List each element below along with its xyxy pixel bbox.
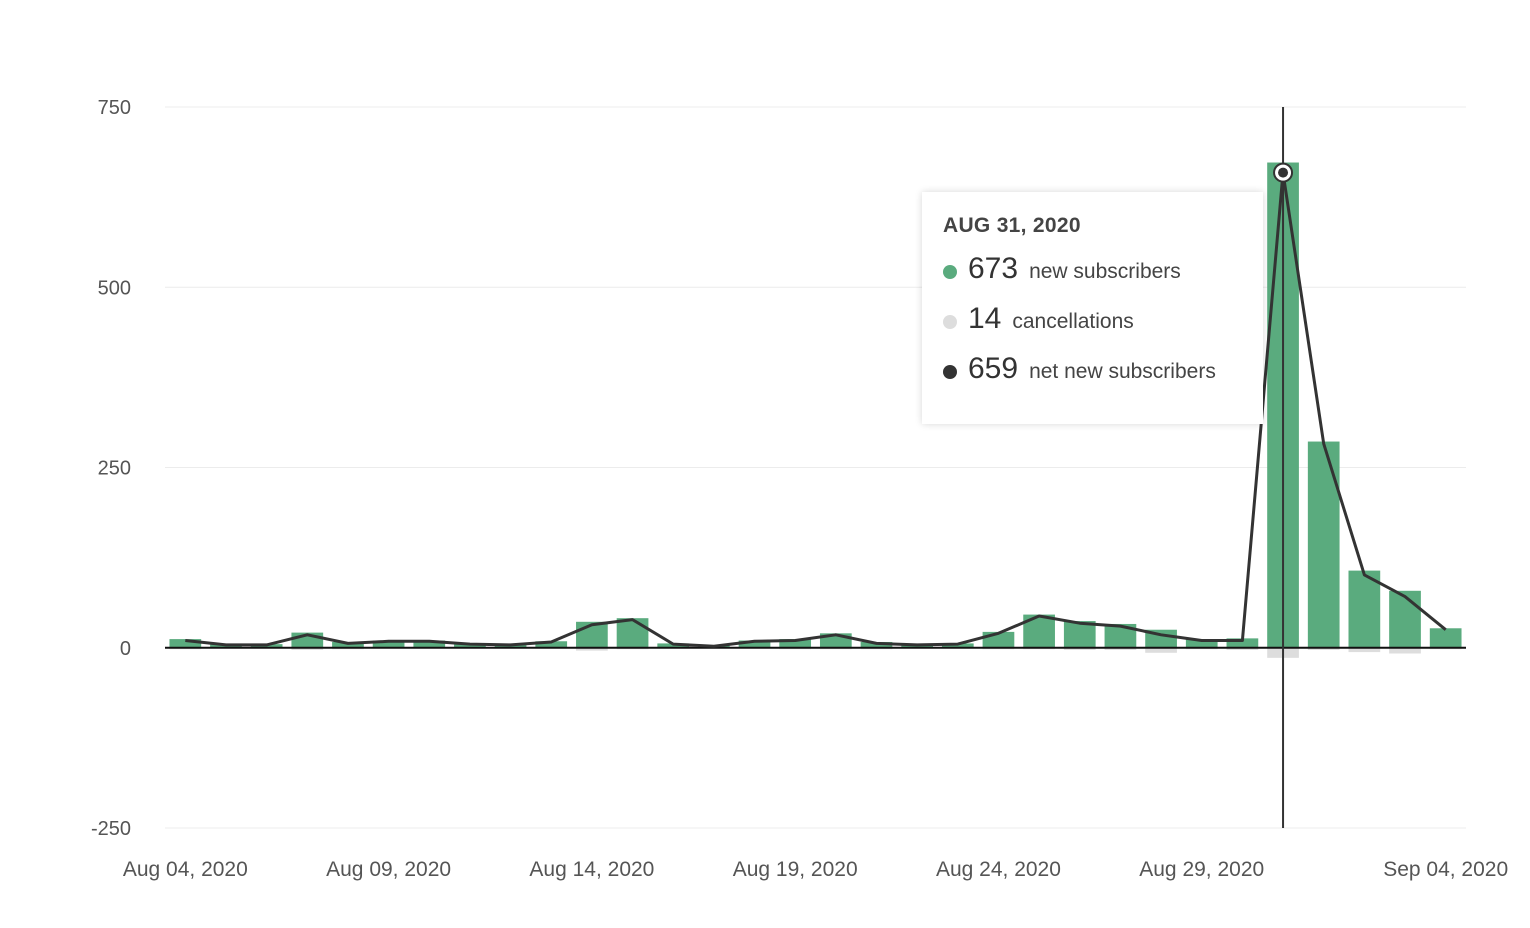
new-subscribers-bar	[535, 641, 568, 648]
cancellation-bar	[1104, 647, 1137, 650]
tooltip-row-new-subscribers: 673 new subscribers	[943, 252, 1263, 302]
y-tick-label: 250	[98, 458, 131, 480]
cancellation-bar	[1389, 647, 1421, 654]
y-tick-label: 0	[120, 638, 131, 660]
tooltip-date: AUG 31, 2020	[943, 214, 1081, 237]
tooltip-label: net new subscribers	[1029, 360, 1216, 383]
cancellation-bar	[1348, 647, 1381, 653]
cancellation-bar	[291, 647, 324, 650]
new-subscribers-bar	[372, 640, 405, 648]
x-tick-label: Sep 04, 2020	[1383, 858, 1508, 881]
new-subscribers-dot-icon	[943, 265, 957, 279]
cancellation-bar	[1307, 647, 1340, 650]
x-tick-label: Aug 29, 2020	[1139, 858, 1264, 881]
new-subscribers-bar	[169, 639, 202, 648]
net-new-subscribers-line	[185, 171, 1447, 648]
new-subscribers-bar	[1063, 621, 1096, 648]
x-tick-label: Aug 09, 2020	[326, 858, 451, 881]
new-subscribers-bar	[616, 618, 649, 648]
tooltip-label: cancellations	[1012, 310, 1134, 333]
tooltip-value: 14	[968, 302, 1002, 335]
cancellation-bar	[576, 647, 608, 651]
new-subscribers-bar	[1307, 441, 1340, 648]
x-tick-label: Aug 14, 2020	[529, 858, 654, 881]
new-subscribers-bar	[1104, 623, 1137, 648]
cancellations-dot-icon	[943, 315, 957, 329]
y-tick-label: 750	[98, 97, 131, 119]
tooltip-value: 659	[968, 352, 1019, 385]
tooltip-row-net-new-subscribers: 659 net new subscribers	[943, 352, 1263, 402]
cancellation-bar	[1145, 647, 1177, 653]
new-subscribers-bar	[1185, 639, 1218, 648]
x-tick-label: Aug 19, 2020	[733, 858, 858, 881]
new-subscribers-bar	[1348, 570, 1381, 648]
highlight-point	[1278, 167, 1289, 178]
y-tick-label: -250	[91, 818, 131, 840]
new-subscribers-bar	[1226, 638, 1259, 648]
net-new-subscribers-dot-icon	[943, 365, 957, 379]
x-tick-label: Aug 04, 2020	[123, 858, 248, 881]
x-tick-label: Aug 24, 2020	[936, 858, 1061, 881]
new-subscribers-bar	[1389, 590, 1421, 648]
tooltip-row-cancellations: 14 cancellations	[943, 302, 1263, 352]
cancellation-bar	[1063, 647, 1096, 650]
new-subscribers-bar	[738, 640, 771, 648]
y-tick-label: 500	[98, 277, 131, 299]
new-subscribers-bar	[1429, 628, 1462, 648]
chart-tooltip: AUG 31, 2020 673 new subscribers 14 canc…	[922, 192, 1263, 424]
tooltip-label: new subscribers	[1029, 260, 1181, 283]
tooltip-value: 673	[968, 252, 1019, 285]
cancellation-bar	[1226, 647, 1259, 650]
new-subscribers-bar	[779, 639, 812, 648]
new-subscribers-bar	[413, 640, 446, 648]
